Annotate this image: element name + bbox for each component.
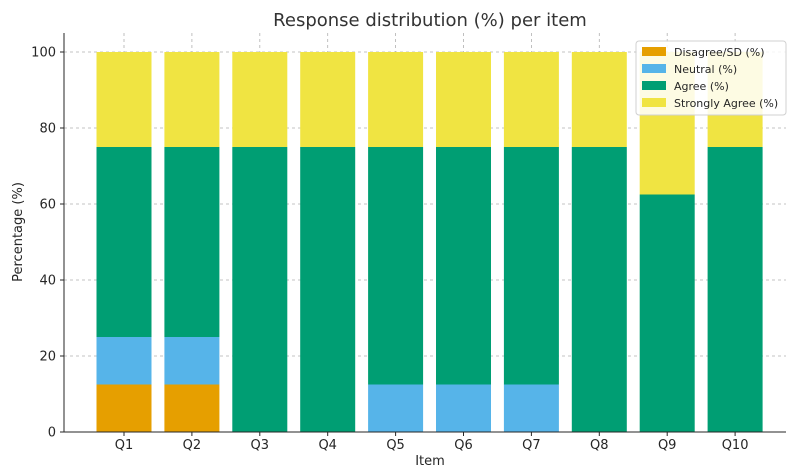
bar-segment [436, 52, 491, 147]
bar-segment [96, 52, 152, 147]
bar-segment [164, 337, 220, 385]
legend-swatch [642, 47, 666, 56]
x-tick-label: Q6 [454, 438, 473, 453]
legend-label: Strongly Agree (%) [674, 97, 778, 110]
bar-segment [368, 384, 424, 432]
ticks-layer: 0 20 40 60 80 100 Q1 Q2 Q3 Q4 Q5 Q6 Q7 Q8 Q9 Q10 [31, 46, 748, 454]
chart-title: Response distribution (%) per item [273, 10, 587, 31]
y-tick-label: 40 [39, 274, 56, 289]
x-tick-label: Q8 [590, 438, 609, 453]
x-tick-label: Q7 [522, 438, 541, 453]
y-tick-label: 0 [48, 426, 56, 441]
x-tick-label: Q9 [658, 438, 677, 453]
bars-layer [96, 52, 763, 432]
bar-segment [368, 52, 424, 147]
x-tick-label: Q10 [722, 438, 749, 453]
legend-swatch [642, 64, 666, 73]
y-tick-label: 100 [31, 46, 56, 61]
bar-segment [300, 52, 356, 147]
bar-segment [503, 384, 559, 432]
bar-segment [571, 52, 627, 147]
bar-segment [232, 52, 288, 147]
bar-segment [96, 384, 152, 432]
legend-swatch [642, 98, 666, 107]
x-tick-label: Q1 [115, 438, 134, 453]
legend-label: Agree (%) [674, 80, 729, 93]
bar-segment [368, 147, 424, 385]
x-tick-label: Q4 [318, 438, 337, 453]
bar-segment [436, 384, 491, 432]
bar-segment [96, 147, 152, 337]
bar-segment [571, 147, 627, 432]
bar-segment [503, 147, 559, 385]
x-tick-label: Q2 [183, 438, 202, 453]
y-tick-label: 80 [39, 122, 56, 137]
bar-segment [232, 147, 288, 432]
legend-label: Neutral (%) [674, 63, 737, 76]
legend-box [635, 40, 787, 116]
bar-segment [300, 147, 356, 432]
axes-layer [63, 33, 786, 433]
legend-label: Disagree/SD (%) [674, 46, 765, 59]
bar-segment [164, 384, 220, 432]
bar-segment [164, 52, 220, 147]
x-tick-label: Q5 [386, 438, 405, 453]
legend-swatch [642, 81, 666, 90]
x-tick-label: Q3 [251, 438, 270, 453]
y-tick-label: 20 [39, 350, 56, 365]
bar-segment [639, 194, 695, 432]
x-axis-title: Item [415, 454, 445, 468]
y-axis-title: Percentage (%) [11, 182, 26, 282]
bar-segment [707, 147, 763, 432]
bar-segment [503, 52, 559, 147]
bar-segment [436, 147, 491, 385]
bar-segment [164, 147, 220, 337]
bar-segment [96, 337, 152, 385]
y-tick-label: 60 [39, 198, 56, 213]
legend: Disagree/SD (%) Neutral (%) Agree (%) Stron… [635, 40, 787, 116]
